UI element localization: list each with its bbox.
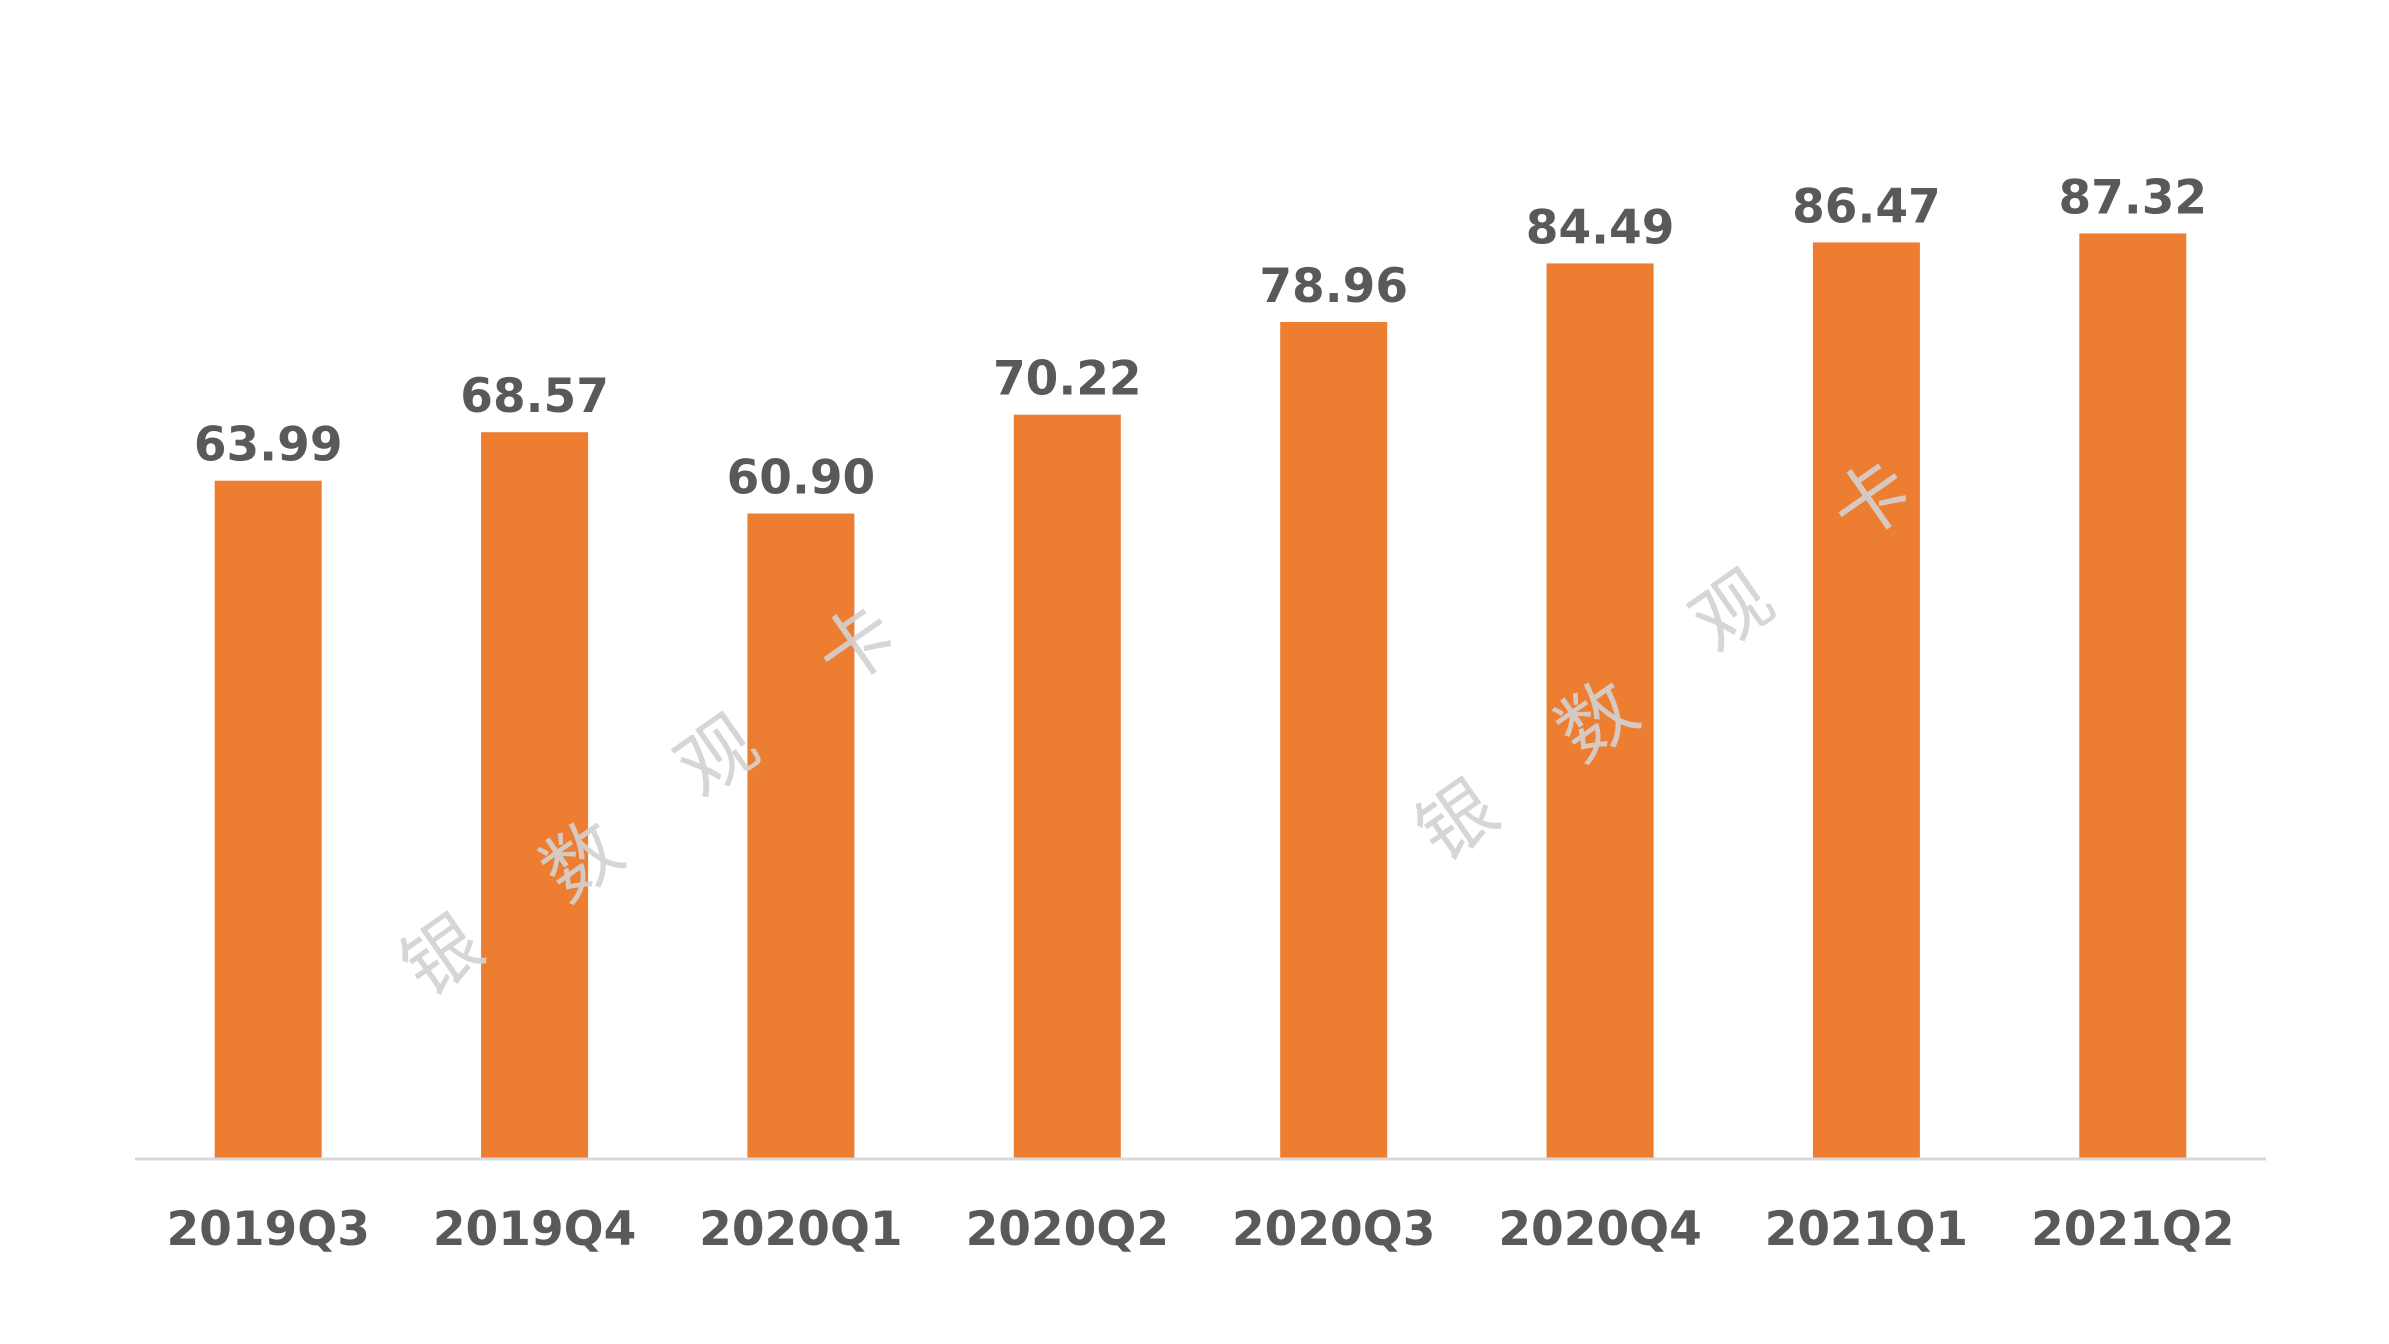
category-label-2020Q4: 2020Q4 (1498, 1202, 1701, 1257)
bar-2021Q2 (2079, 233, 2187, 1159)
bar-2020Q3 (1280, 322, 1388, 1159)
value-label-2019Q4: 68.57 (460, 369, 609, 424)
bar-2020Q2 (1013, 414, 1121, 1159)
bar-2020Q1 (747, 513, 855, 1159)
value-label-2020Q2: 70.22 (993, 352, 1142, 407)
value-label-2019Q3: 63.99 (194, 418, 343, 473)
category-label-2019Q3: 2019Q3 (166, 1202, 369, 1257)
watermark-char: 观 (1675, 552, 1788, 669)
category-label-2020Q1: 2020Q1 (699, 1202, 902, 1257)
category-label-2020Q3: 2020Q3 (1232, 1202, 1435, 1257)
bars-group (214, 233, 2187, 1159)
bar-2021Q1 (1812, 242, 1920, 1159)
value-label-2021Q2: 87.32 (2058, 170, 2207, 225)
category-label-2020Q2: 2020Q2 (966, 1202, 1169, 1257)
watermark-char: 银 (1400, 762, 1513, 879)
category-label-2021Q2: 2021Q2 (2031, 1202, 2234, 1257)
value-label-2020Q4: 84.49 (1526, 200, 1675, 255)
category-labels-group: 2019Q3 2019Q4 2020Q1 2020Q2 2020Q3 2020Q4 2021… (166, 1202, 2234, 1257)
bar-2019Q4 (481, 432, 589, 1159)
value-label-2020Q3: 78.96 (1259, 259, 1408, 314)
category-label-2021Q1: 2021Q1 (1765, 1202, 1968, 1257)
value-label-2021Q1: 86.47 (1792, 179, 1941, 234)
category-label-2019Q4: 2019Q4 (433, 1202, 636, 1257)
bar-2019Q3 (214, 480, 322, 1159)
value-labels-group: 63.99 68.57 60.90 70.22 78.96 84.49 86.47 87.32 (194, 170, 2207, 505)
value-label-2020Q1: 60.90 (727, 451, 876, 506)
bar-2020Q4 (1546, 263, 1654, 1159)
